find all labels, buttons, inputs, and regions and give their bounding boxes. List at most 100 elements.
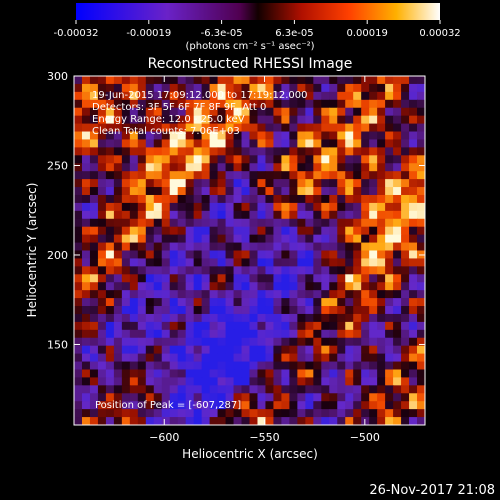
heatmap-cell [201,226,211,236]
heatmap-cell [377,377,386,386]
heatmap-cell [137,163,147,172]
heatmap-cell [161,107,171,117]
heatmap-cell [81,313,91,323]
heatmap-cell [81,139,91,148]
heatmap-cell [97,321,107,331]
heatmap-cell [265,258,275,267]
heatmap-cell [305,107,314,117]
heatmap-cell [153,155,163,164]
heatmap-cell [329,234,338,244]
heatmap-cell [345,385,354,394]
heatmap-cell [417,290,425,299]
heatmap-cell [289,218,298,228]
heatmap-cell [113,218,123,228]
heatmap-cell [153,377,163,386]
heatmap-cell [385,99,394,109]
heatmap-cell [89,306,99,315]
heatmap-cell [273,123,283,133]
heatmap-cell [105,329,115,339]
heatmap-cell [169,123,179,133]
heatmap-cell [129,258,139,267]
heatmap-cell [105,155,115,164]
heatmap-cell [361,361,370,371]
heatmap-cell [89,123,99,133]
heatmap-cell [281,353,290,363]
heatmap-cell [129,329,139,339]
heatmap-cell [121,393,131,402]
heatmap-cell [329,274,338,283]
heatmap-cell [289,393,298,402]
heatmap-cell [257,361,267,371]
heatmap-cell [121,250,131,260]
heatmap-cell [401,139,410,148]
heatmap-cell [201,115,211,125]
heatmap-cell [105,194,115,204]
heatmap-cell [105,107,115,117]
heatmap-cell [345,298,354,307]
heatmap-cell [337,306,346,315]
heatmap-cell [145,147,155,156]
heatmap-cell [105,369,115,379]
heatmap-cell [393,258,402,267]
heatmap-cell [241,194,251,204]
heatmap-cell [345,361,354,371]
heatmap-cell [305,163,314,172]
heatmap-cell [417,329,425,339]
heatmap-cell [417,139,425,148]
heatmap-cell [209,202,219,212]
heatmap-cell [353,385,362,394]
heatmap-cell [249,242,259,252]
heatmap-cell [241,417,251,425]
heatmap-cell [369,123,378,133]
heatmap-cell [201,91,211,101]
heatmap-cell [265,202,275,212]
heatmap-cell [137,337,147,347]
heatmap-cell [289,171,298,180]
heatmap-cell [305,385,314,394]
heatmap-cell [401,76,410,85]
heatmap-cell [193,393,203,402]
heatmap-cell [113,401,123,410]
heatmap-cell [185,131,195,141]
heatmap-cell [113,337,123,347]
heatmap-cell [241,76,251,85]
heatmap-cell [233,107,243,117]
heatmap-cell [74,385,83,394]
heatmap-cell [257,99,267,109]
heatmap-cell [97,290,107,299]
heatmap-cell [257,218,267,228]
heatmap-cell [97,266,107,275]
heatmap-cell [377,131,386,141]
heatmap-cell [153,202,163,212]
heatmap-cell [289,123,298,133]
heatmap-cell [369,147,378,156]
heatmap-cell [345,290,354,299]
heatmap-cell [329,115,338,125]
x-tick-label: −500 [350,431,380,444]
heatmap-cell [105,345,115,355]
heatmap-cell [177,250,187,260]
heatmap-cell [169,83,179,93]
heatmap-cell [233,179,243,188]
heatmap-cell [329,313,338,323]
heatmap-cell [177,107,187,117]
heatmap-cell [113,139,123,148]
heatmap-cell [81,179,91,188]
heatmap-cell [329,202,338,212]
heatmap-cell [105,321,115,331]
heatmap-cell [105,337,115,347]
heatmap-cell [321,210,330,220]
heatmap-cell [177,218,187,228]
heatmap-cell [185,298,195,307]
heatmap-cell [145,139,155,148]
heatmap-cell [74,409,83,418]
heatmap-cell [345,321,354,331]
heatmap-cell [89,91,99,101]
heatmap-cell [401,91,410,101]
heatmap-cell [137,266,147,275]
heatmap-cell [305,123,314,133]
heatmap-cell [74,290,83,299]
heatmap-cell [129,147,139,156]
heatmap-cell [305,218,314,228]
